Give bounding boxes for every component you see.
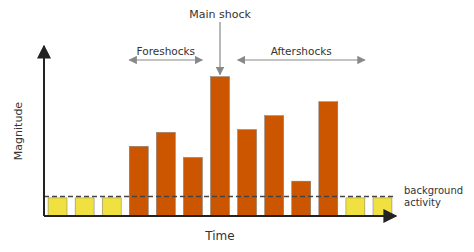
bar [75,198,94,216]
title-arrow [219,22,220,75]
x-axis-label: Time [204,229,234,243]
bar [211,77,230,216]
bar [183,157,202,216]
bar [265,116,284,216]
aftershocks-label: Aftershocks [271,45,332,57]
bar [319,102,338,216]
x-axis [44,215,396,217]
aftershocks-arrow [238,59,365,60]
background-label-line: background [404,185,463,196]
bar [373,198,392,216]
y-axis-label: Magnitude [12,102,25,161]
bar [156,132,175,216]
bar [48,198,67,216]
background-line [44,196,396,197]
y-axis [43,46,45,216]
bars [44,77,396,216]
bar [238,130,257,216]
background-label: backgroundactivity [404,185,463,208]
bar [292,181,311,216]
background-label-line: activity [404,197,441,208]
chart-svg: backgroundactivity Time Magnitude Main shoc… [0,0,474,252]
chart-container: backgroundactivity Time Magnitude Main shoc… [0,0,474,252]
bar [102,198,121,216]
bar [346,198,365,216]
foreshocks-label: Foreshocks [137,45,196,57]
bar [129,146,148,216]
foreshocks-arrow [129,59,202,60]
title: Main shock [189,8,251,21]
